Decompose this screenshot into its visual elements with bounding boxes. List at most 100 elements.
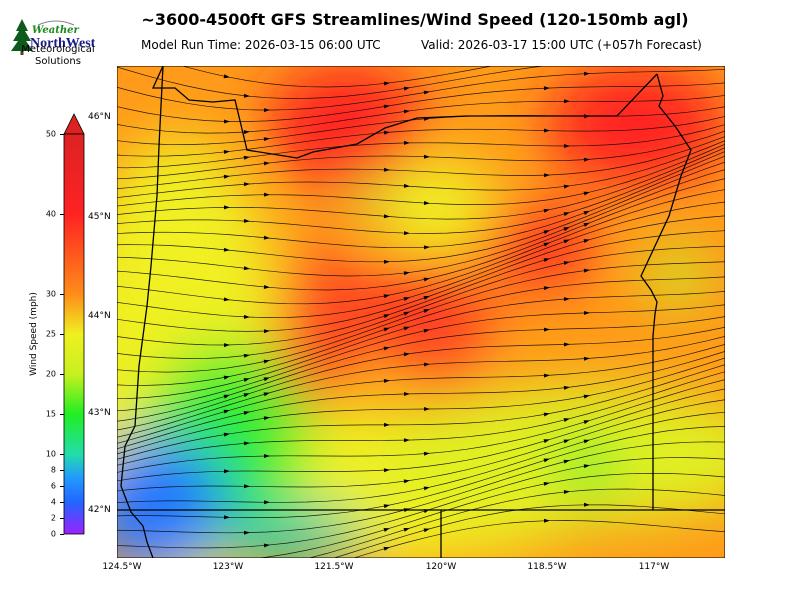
flow-arrow <box>423 245 430 250</box>
streamline <box>117 130 725 180</box>
flow-arrow <box>563 439 570 444</box>
flow-arrow <box>543 286 550 291</box>
flow-arrow <box>543 327 550 332</box>
latitude-label: 44°N <box>88 311 111 321</box>
flow-arrow <box>263 284 270 289</box>
colorbar-tick-mark <box>60 414 64 415</box>
flow-arrow <box>563 239 570 244</box>
flow-arrow <box>223 394 230 399</box>
colorbar-tick-mark <box>60 374 64 375</box>
flow-arrow <box>223 205 230 210</box>
flow-arrow <box>243 411 250 415</box>
flow-arrow <box>223 74 230 79</box>
flow-arrow <box>403 109 410 114</box>
flow-arrow <box>243 266 250 271</box>
flow-arrow <box>583 211 590 216</box>
flow-arrow <box>403 297 410 301</box>
flow-arrow <box>383 504 390 509</box>
flow-arrow <box>223 247 230 252</box>
flow-arrow <box>223 343 230 348</box>
flow-arrow <box>383 468 390 473</box>
flow-arrow <box>583 268 590 273</box>
flow-arrow <box>563 261 570 266</box>
flow-arrow <box>423 407 430 412</box>
colorbar <box>63 113 85 535</box>
flow-arrow <box>383 81 390 86</box>
longitude-label: 123°W <box>212 562 244 572</box>
flow-arrow <box>583 71 590 76</box>
flow-arrow <box>383 167 390 172</box>
flow-arrow <box>403 140 410 145</box>
streamline <box>117 441 725 534</box>
longitude-label: 117°W <box>638 562 670 572</box>
streamline <box>117 230 725 346</box>
flow-arrow <box>243 378 250 382</box>
flow-arrow <box>263 235 270 240</box>
flow-arrow <box>263 500 270 505</box>
flow-arrow <box>263 416 270 421</box>
flow-arrow <box>543 173 550 178</box>
streamline <box>117 66 546 99</box>
colorbar-tick-label: 50 <box>45 129 56 139</box>
flow-arrow <box>383 259 390 264</box>
flow-arrow <box>403 311 410 316</box>
flow-arrow <box>243 484 250 489</box>
streamline <box>117 426 725 518</box>
flow-arrow <box>423 277 430 282</box>
streamline <box>117 155 725 249</box>
flow-arrow <box>583 222 590 227</box>
colorbar-tick-mark <box>60 534 64 535</box>
flow-arrow <box>243 182 250 187</box>
model-run-time: Model Run Time: 2026-03-15 06:00 UTC <box>141 38 381 52</box>
streamline-arrows <box>223 71 590 551</box>
streamline <box>117 357 725 455</box>
colorbar-tick-label: 8 <box>50 465 56 475</box>
streamline <box>117 457 725 549</box>
flow-arrow <box>403 231 410 236</box>
flow-arrow <box>263 161 270 166</box>
longitude-label: 121.5°W <box>314 562 354 572</box>
flow-arrow <box>543 258 550 263</box>
colorbar-tick-mark <box>60 294 64 295</box>
colorbar-tick-label: 15 <box>45 409 56 419</box>
streamline <box>117 379 725 473</box>
flow-arrow <box>383 130 390 135</box>
logo-org-name: Meteorological Solutions <box>21 44 95 67</box>
colorbar-tick-label: 0 <box>50 529 56 539</box>
flow-arrow <box>383 104 390 109</box>
flow-arrow <box>383 214 390 219</box>
flow-arrow <box>383 422 390 427</box>
flow-arrow <box>383 528 390 532</box>
flow-arrow <box>263 392 270 397</box>
flow-arrow <box>563 99 570 104</box>
flow-arrow <box>543 481 550 486</box>
flow-arrow <box>583 464 590 469</box>
flow-arrow <box>403 479 410 484</box>
flow-arrow <box>423 309 430 313</box>
streamline <box>117 291 725 400</box>
flow-arrow <box>423 328 430 333</box>
flow-arrow <box>563 297 570 302</box>
latitude-label: 46°N <box>88 112 111 122</box>
flow-arrow <box>263 359 270 364</box>
flow-arrow <box>383 546 390 551</box>
streamline <box>117 215 725 332</box>
streamline <box>117 140 725 198</box>
streamline <box>117 143 725 207</box>
flow-arrow <box>583 439 590 444</box>
flow-arrow <box>583 310 590 315</box>
streamline <box>181 66 494 88</box>
colorbar-tick-label: 30 <box>45 289 56 299</box>
streamline <box>117 124 725 169</box>
flow-arrow <box>223 297 230 302</box>
longitude-label: 120°W <box>425 562 457 572</box>
flow-arrow <box>223 375 230 380</box>
flow-arrow <box>423 201 430 206</box>
streamline <box>256 472 725 558</box>
flow-arrow <box>383 346 390 351</box>
streamline <box>117 169 725 277</box>
flow-arrow <box>243 314 250 319</box>
flow-arrow <box>403 527 410 532</box>
flow-arrow <box>423 90 430 95</box>
weather-northwest-logo: Weather NorthWest <box>11 19 96 55</box>
